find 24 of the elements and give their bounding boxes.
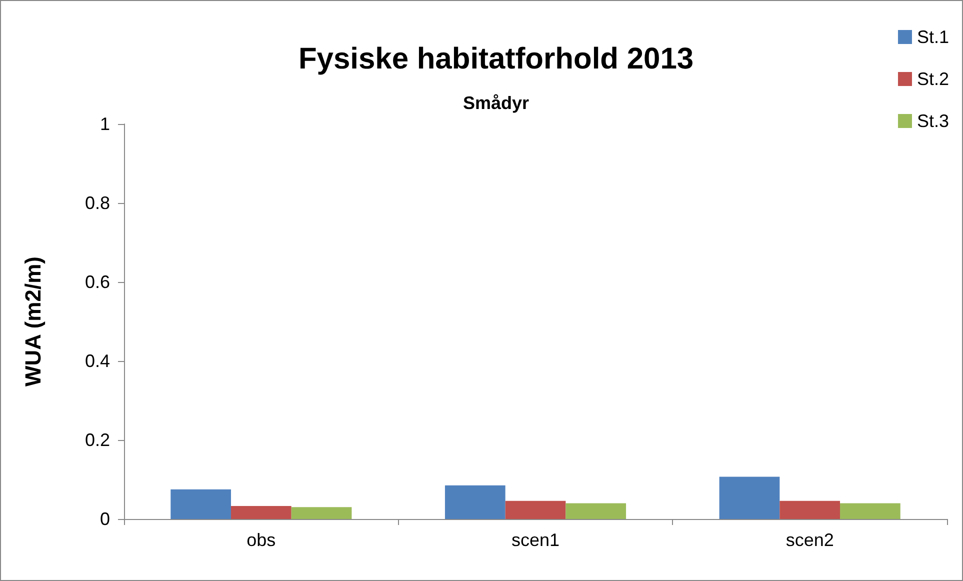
y-tick-label: 1 bbox=[100, 114, 110, 134]
x-tick-label: scen1 bbox=[511, 530, 560, 550]
x-tick-label: obs bbox=[246, 530, 276, 550]
bar bbox=[230, 506, 292, 519]
legend-label: St.1 bbox=[916, 27, 950, 47]
chart-title: Fysiske habitatforhold 2013 bbox=[298, 42, 694, 76]
y-tick-label: 0 bbox=[100, 509, 110, 529]
bar bbox=[780, 500, 840, 519]
bar bbox=[444, 485, 506, 519]
bar bbox=[291, 507, 352, 519]
y-tick-label: 0.8 bbox=[84, 193, 110, 213]
y-axis-title: WUA (m2/m) bbox=[20, 256, 46, 386]
bar bbox=[170, 489, 231, 519]
y-tick-label: 0.6 bbox=[84, 272, 110, 292]
legend-label: St.3 bbox=[916, 111, 950, 131]
y-tick-label: 0.2 bbox=[84, 430, 110, 450]
bar bbox=[719, 476, 780, 519]
legend-label: St.2 bbox=[916, 69, 950, 89]
chart-subtitle: Smådyr bbox=[462, 93, 530, 113]
bar bbox=[840, 503, 900, 519]
bar bbox=[505, 500, 566, 519]
x-tick-label: scen2 bbox=[786, 530, 834, 550]
y-tick-label: 0.4 bbox=[84, 351, 110, 371]
bar bbox=[566, 503, 626, 519]
